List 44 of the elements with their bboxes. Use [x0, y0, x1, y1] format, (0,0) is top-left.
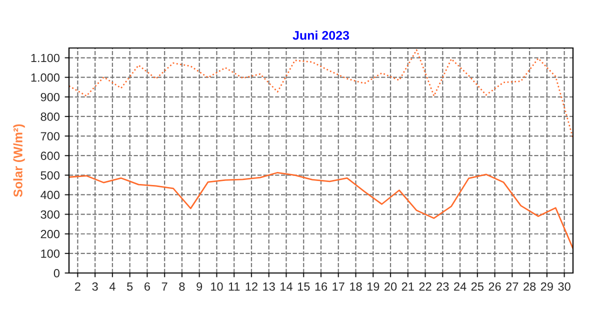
chart-title: Juni 2023 — [292, 30, 350, 40]
y-tick-label: 900 — [40, 92, 60, 102]
x-tick-label: 8 — [179, 282, 185, 291]
x-tick-label: 26 — [488, 282, 501, 291]
y-tick-label: 0 — [54, 269, 60, 278]
x-tick-label: 9 — [196, 282, 202, 291]
x-tick-label: 6 — [144, 282, 150, 291]
y-tick-label: 600 — [40, 152, 60, 160]
y-tick-label: 100 — [41, 249, 60, 258]
x-tick-label: 20 — [384, 282, 397, 291]
x-tick-label: 11 — [228, 282, 240, 291]
x-tick-label: 24 — [454, 282, 466, 291]
x-tick-label: 4 — [109, 282, 116, 291]
x-tick-label: 10 — [211, 282, 223, 291]
x-tick-label: 2 — [75, 282, 80, 291]
y-tick-label: 1.100 — [31, 54, 60, 62]
x-tick-label: 16 — [315, 282, 328, 291]
x-tick-label: 23 — [436, 282, 449, 291]
x-tick-label: 5 — [127, 282, 133, 291]
y-tick-label: 1.000 — [31, 73, 60, 82]
y-tick-label: 700 — [40, 132, 60, 140]
x-tick-label: 25 — [471, 282, 484, 291]
x-tick-label: 22 — [419, 282, 432, 291]
line-series — [69, 172, 573, 250]
y-tick-label: 800 — [40, 112, 60, 121]
x-tick-label: 7 — [162, 282, 168, 291]
y-tick-label: 300 — [40, 210, 60, 219]
x-tick-label: 17 — [332, 282, 344, 291]
y-tick-label: 500 — [40, 171, 60, 180]
y-tick-label: 200 — [40, 230, 60, 238]
x-tick-label: 12 — [246, 282, 258, 291]
y-tick-label: 400 — [40, 190, 60, 200]
x-tick-label: 29 — [540, 282, 553, 291]
x-tick-label: 28 — [524, 282, 536, 291]
y-axis-title: Solar (W/m²) — [13, 124, 25, 197]
x-tick-label: 21 — [402, 282, 414, 291]
x-tick-label: 13 — [263, 282, 275, 291]
x-tick-label: 3 — [92, 282, 98, 291]
x-tick-label: 18 — [350, 282, 362, 291]
x-tick-label: 19 — [367, 282, 380, 291]
x-tick-label: 14 — [280, 282, 292, 291]
x-tick-label: 30 — [558, 282, 570, 291]
x-tick-label: 27 — [506, 282, 518, 291]
x-tick-label: 15 — [298, 282, 310, 291]
